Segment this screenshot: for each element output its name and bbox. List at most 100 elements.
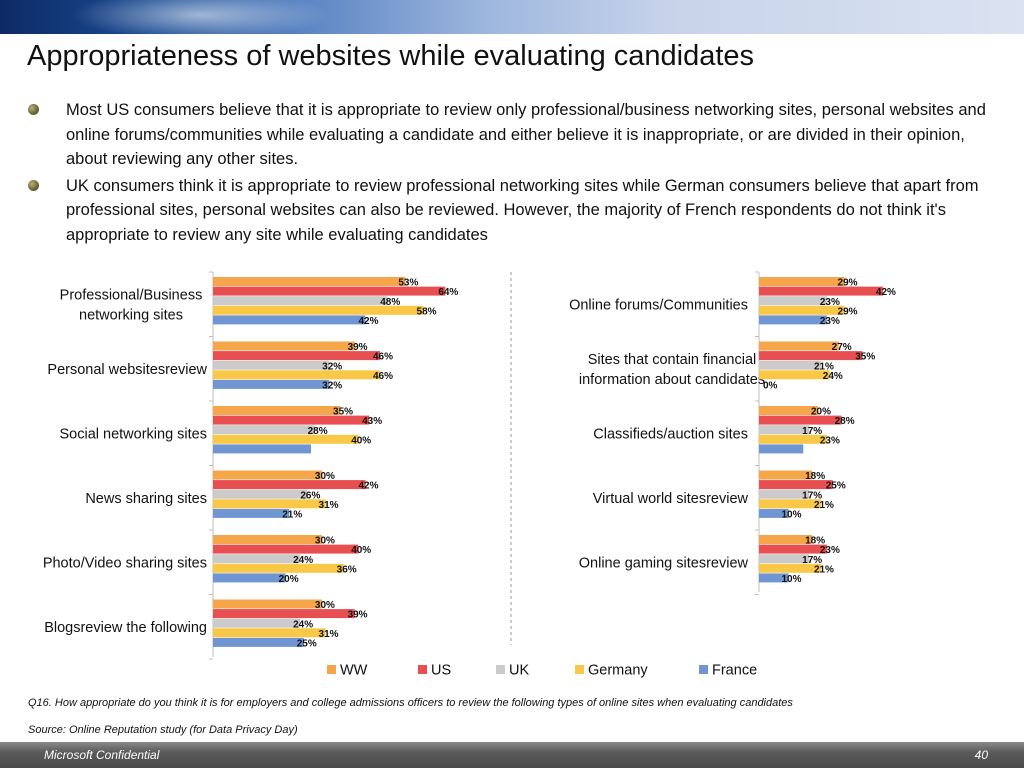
bar-uk [759,296,827,306]
bar-germany [213,370,380,380]
value-label: 30% [315,471,335,482]
bar-us [213,415,370,425]
bar-germany [213,434,359,444]
value-label: 17% [802,426,822,437]
value-label: 53% [398,278,418,289]
bar-ww [759,406,818,415]
bar-ww [213,406,341,415]
value-label: 32% [322,361,342,372]
value-label: 21% [282,510,302,521]
legend-swatch-france [699,665,708,674]
value-label: 21% [814,500,834,511]
bullet-text-2: UK consumers think it is appropriate to … [66,176,979,244]
category-label: Personal websitesreview [47,362,207,378]
bar-germany [759,370,830,380]
bar-us [213,286,446,296]
value-label: 58% [417,306,437,317]
page-title: Appropriateness of websites while evalua… [27,40,755,72]
bar-us [759,286,883,296]
category-label: Social networking sites [60,426,208,442]
value-label: 25% [297,639,317,650]
bar-uk [759,489,810,499]
bar-france [213,379,330,389]
value-label: 18% [805,471,825,482]
category-label: Online forums/Communities [569,297,748,313]
category-label: Virtual world sitesreview [593,491,749,507]
category-label: networking sites [79,307,183,323]
bar-france [213,573,286,583]
value-label: 28% [308,426,328,437]
bar-uk [213,296,388,306]
bar-ww [213,341,355,351]
value-label: 46% [373,352,393,363]
value-label: 39% [348,342,368,353]
value-label: 40% [351,545,371,556]
legend-swatch-germany [575,665,584,674]
bullet-item-2: UK consumers think it is appropriate to … [28,174,1003,248]
value-label: 35% [855,352,875,363]
bar-us [213,480,366,490]
bar-us [759,415,842,425]
legend-label-ww: WW [340,663,368,679]
value-label: 20% [811,407,831,418]
top-banner [0,0,1024,40]
bar-ww [759,470,813,480]
bar-germany [213,563,344,573]
bar-france [759,444,804,454]
legend-swatch-uk [496,665,505,674]
value-label: 31% [319,629,339,640]
value-label: 43% [362,416,382,427]
value-label: 17% [802,555,822,566]
bar-germany [213,499,326,509]
category-label: Blogsreview the following [44,620,207,636]
source-note: Source: Online Reputation study (for Dat… [28,724,298,736]
bar-ww [213,277,406,286]
bar-germany [759,305,845,315]
value-label: 24% [293,619,313,630]
question-note: Q16. How appropriate do you think it is … [28,697,793,709]
value-label: 64% [438,287,458,298]
bar-ww [759,535,813,544]
footer-confidential: Microsoft Confidential [44,748,160,762]
value-label: 32% [322,381,342,392]
legend-label-uk: UK [509,663,529,679]
legend-swatch-ww [327,665,336,674]
value-label: 23% [820,545,840,556]
bullet-list: Most US consumers believe that it is app… [28,98,1003,249]
bar-germany [759,499,821,509]
value-label: 29% [838,306,858,317]
value-label: 29% [838,278,858,289]
value-label: 31% [319,500,339,511]
bar-ww [759,277,845,286]
value-label: 20% [279,574,299,585]
bar-uk [213,489,308,499]
bullet-dot-icon [28,179,39,191]
bar-france [213,508,290,518]
value-label: 21% [814,361,834,372]
category-label: Professional/Business [60,287,203,303]
bar-chart: Professional/Business networking sites 53%… [43,271,896,679]
value-label: 36% [337,564,357,575]
bar-uk [213,554,301,564]
value-label: 25% [826,481,846,492]
bullet-dot-icon [28,104,39,115]
bar-uk [759,554,810,564]
value-label: 0% [763,381,778,392]
value-label: 26% [300,490,320,501]
bar-france [759,315,827,325]
bar-us [213,351,380,361]
bar-ww [213,599,322,609]
bar-us [759,480,833,490]
category-label: Classifieds/auction sites [593,426,748,442]
value-label: 30% [315,536,335,547]
bar-france [213,444,312,454]
bar-uk [759,360,821,370]
value-label: 40% [351,435,371,446]
bar-france [759,508,789,518]
bullet-text-1: Most US consumers believe that it is app… [66,101,986,168]
value-label: 30% [315,600,335,611]
bar-uk [759,425,810,435]
value-label: 48% [380,297,400,308]
bar-uk [213,618,301,628]
value-label: 42% [358,316,378,327]
